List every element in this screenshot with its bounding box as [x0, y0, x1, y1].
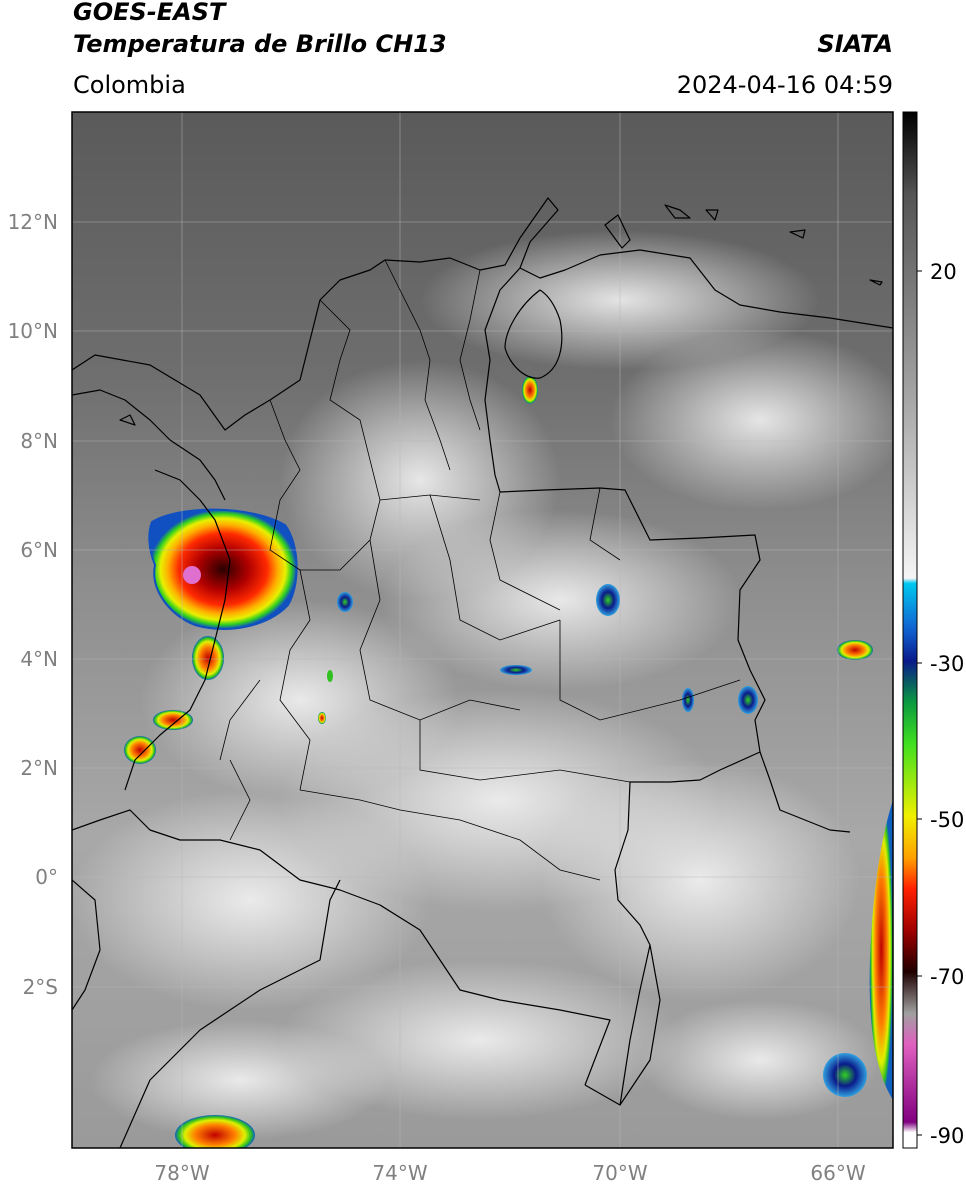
map-panel — [72, 112, 893, 1148]
colorbar-ticks — [917, 270, 922, 1136]
lat-label-10n: 10°N — [8, 319, 58, 343]
latitude-labels: 12°N 10°N 8°N 6°N 4°N 2°N 0° 2°S — [8, 210, 58, 999]
colorbar — [902, 111, 918, 1149]
colorbar-label-minus70: -70 — [930, 965, 964, 989]
lat-label-2n: 2°N — [20, 756, 58, 780]
lon-label-66w: 66°W — [810, 1161, 865, 1185]
country-borders — [72, 197, 893, 1148]
colorbar-label-minus50: -50 — [930, 808, 964, 832]
colorbar-label-minus90: -90 — [930, 1124, 964, 1148]
agency-label: SIATA — [817, 30, 893, 58]
lon-label-78w: 78°W — [154, 1161, 209, 1185]
lon-label-70w: 70°W — [592, 1161, 647, 1185]
colorbar-label-20: 20 — [930, 260, 957, 284]
colorbar-labels: 20 -30 -50 -70 -90 — [930, 260, 964, 1148]
gridlines — [72, 112, 893, 1148]
lon-label-74w: 74°W — [372, 1161, 427, 1185]
lat-label-4n: 4°N — [20, 647, 58, 671]
product-title: Temperatura de Brillo CH13 — [73, 30, 447, 58]
longitude-labels: 78°W 74°W 70°W 66°W — [154, 1161, 865, 1185]
datetime-label: 2024-04-16 04:59 — [676, 71, 893, 99]
department-borders — [219, 259, 741, 881]
satellite-title: GOES-EAST — [73, 0, 226, 26]
region-label: Colombia — [73, 71, 186, 99]
convective-cells — [124, 376, 893, 1148]
lat-label-12n: 12°N — [8, 210, 58, 234]
lat-label-2s: 2°S — [23, 975, 58, 999]
lat-label-6n: 6°N — [20, 538, 58, 562]
colorbar-label-minus30: -30 — [930, 652, 964, 676]
lat-label-0: 0° — [35, 865, 58, 889]
lat-label-8n: 8°N — [20, 429, 58, 453]
overshooting-top — [183, 566, 201, 584]
map-frame — [71, 111, 894, 1149]
